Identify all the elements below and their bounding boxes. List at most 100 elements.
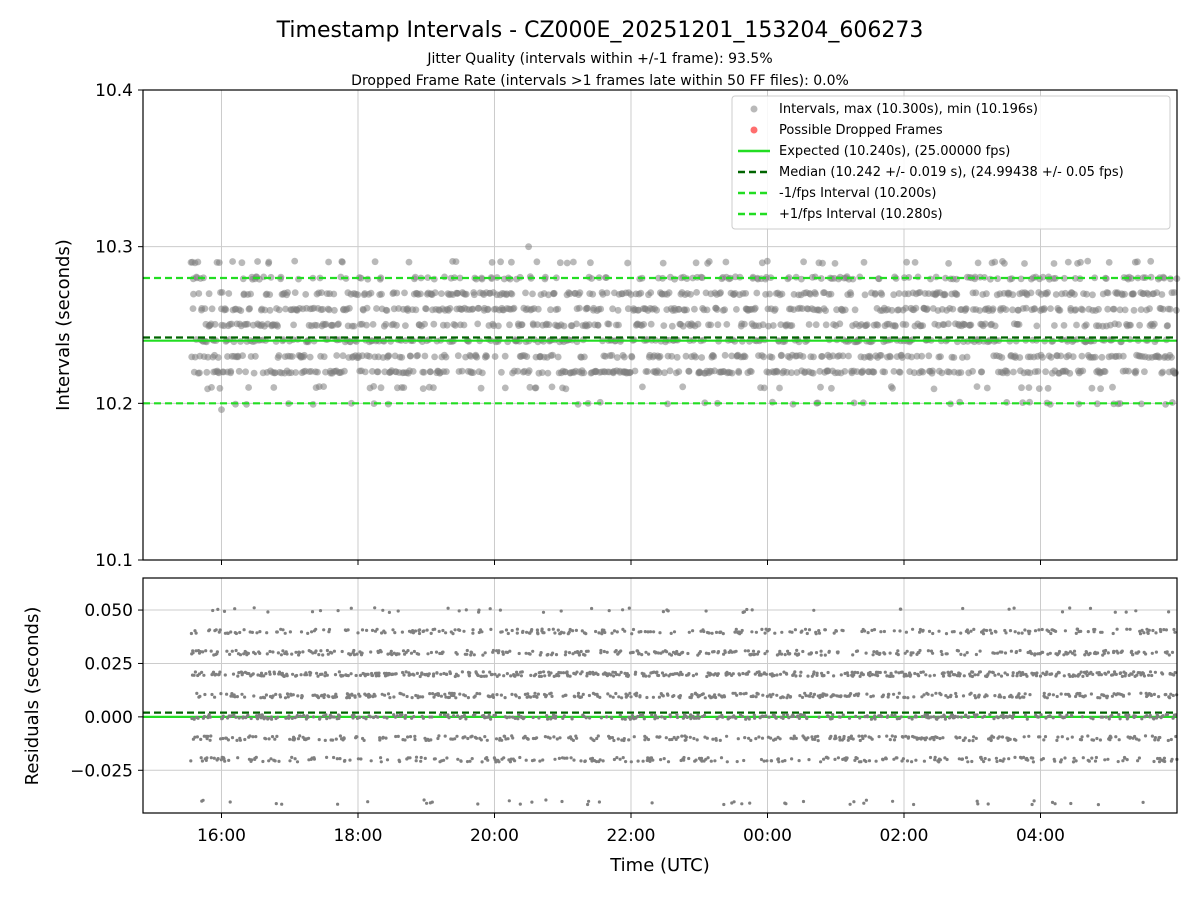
residual-point [352,648,356,653]
residual-point [1131,653,1135,657]
residual-point [541,758,545,762]
residual-point [943,756,947,760]
interval-point [211,320,219,328]
residual-point [1042,691,1046,695]
residual-point [1037,628,1041,632]
interval-point [228,320,236,328]
residual-point [976,802,980,806]
residual-point [377,671,381,675]
residual-point [1114,672,1118,677]
interval-point [409,368,417,375]
residual-point [912,802,916,807]
residual-point [1088,651,1092,656]
residual-point [274,692,278,697]
interval-point [554,305,562,313]
residual-point [590,606,594,611]
residual-point [909,673,913,677]
residual-point [687,672,691,676]
residual-point [858,716,862,720]
interval-point [244,320,252,328]
residual-point [821,694,825,699]
interval-point [753,289,761,297]
residual-point [403,716,407,720]
residual-point [587,799,591,803]
residual-point [762,759,766,763]
residual-point [942,671,946,675]
interval-point [733,306,740,313]
residual-point [1135,673,1139,677]
residuals-y-tick-label: −0.025 [70,761,133,781]
residual-point [238,630,242,635]
residual-point [922,759,927,763]
x-tick-label: 22:00 [606,826,655,846]
residual-point [480,630,484,634]
residual-point [596,672,600,677]
residual-point [1091,738,1096,742]
residual-point [845,756,849,760]
residual-point [236,756,240,760]
residual-point [288,630,292,634]
residual-point [499,693,503,697]
residual-point [1157,760,1162,764]
residual-point [522,716,526,720]
residual-point [819,760,823,764]
residual-point [777,760,781,764]
residual-point [1148,670,1153,674]
residual-point [848,802,852,806]
residual-point [515,631,519,635]
residual-point [702,629,706,634]
residual-point [920,736,924,740]
residual-point [261,714,265,718]
residual-point [1078,691,1082,696]
interval-point [723,321,731,328]
residual-point [535,736,539,740]
residual-point [826,715,831,719]
residual-point [719,756,724,760]
intervals-axes-frame [142,89,1178,561]
residual-point [660,715,664,719]
residual-point [587,693,592,698]
residual-point [445,672,449,677]
residual-point [694,716,698,720]
residual-point [452,714,456,718]
residual-point [841,629,845,633]
residual-point [211,608,215,613]
residuals-scatter [189,606,1179,807]
residual-point [491,648,495,653]
residual-point [451,632,455,636]
residual-point [904,734,908,738]
residual-point [816,739,820,743]
residual-point [590,756,595,760]
residual-point [858,674,862,679]
residual-point [223,759,227,763]
residual-point [565,670,569,674]
residual-point [681,650,685,655]
residual-point [851,653,855,657]
residual-point [776,757,781,761]
residual-point [885,734,889,738]
residual-point [277,759,281,764]
residual-point [554,714,558,718]
residual-point [745,607,749,612]
interval-point [818,353,826,360]
interval-point [284,289,291,296]
residual-point [395,714,399,718]
residual-point [386,652,390,656]
interval-point [741,353,749,361]
residual-point [1130,672,1134,676]
residual-point [712,650,716,654]
residual-point [1047,692,1052,696]
residual-point [707,631,711,635]
residual-point [774,737,778,741]
residual-point [725,734,729,738]
residual-point [652,630,656,634]
residual-point [387,610,391,615]
interval-point [1044,289,1051,296]
residual-point [653,717,657,721]
residual-point [334,695,339,699]
residual-point [494,737,499,741]
residual-point [1003,628,1007,633]
interval-point [987,275,994,283]
residual-point [757,650,761,654]
